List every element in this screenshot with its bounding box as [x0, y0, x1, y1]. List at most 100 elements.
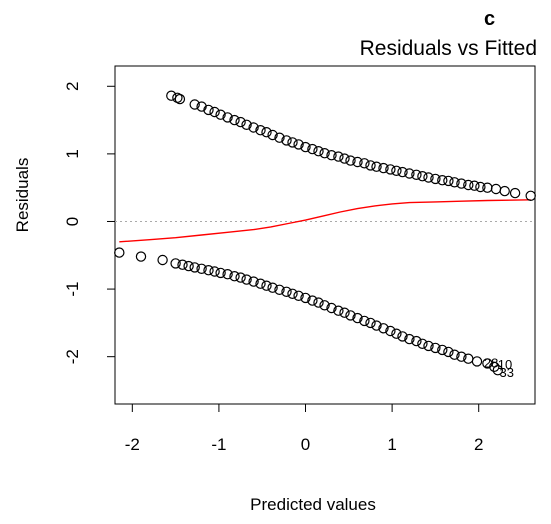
residual-point — [209, 106, 220, 118]
residual-point — [339, 153, 350, 164]
residual-point — [489, 361, 500, 372]
residual-point — [255, 124, 266, 136]
y-tick-label: -1 — [63, 282, 82, 297]
residual-point — [229, 271, 240, 282]
residual-point — [411, 169, 422, 180]
chart-title: Residuals vs Fitted — [360, 37, 537, 60]
residual-point — [352, 156, 363, 168]
residual-point — [313, 145, 324, 157]
residual-point — [274, 284, 285, 295]
residual-point — [287, 137, 298, 148]
residual-point — [229, 114, 240, 126]
x-tick-label: 2 — [474, 435, 483, 454]
x-tick-label: 1 — [387, 435, 396, 454]
point-id-label: 33 — [500, 365, 514, 380]
residual-point — [456, 351, 467, 362]
residual-point — [443, 175, 454, 187]
residual-point — [293, 139, 304, 150]
residual-point — [300, 292, 311, 304]
residual-point — [499, 185, 510, 197]
residual-point — [365, 317, 376, 329]
y-axis: -2 -1 0 1 2 — [63, 82, 115, 364]
residual-point — [333, 305, 344, 316]
residual-point — [183, 260, 194, 272]
residual-point — [359, 158, 370, 169]
residual-point — [166, 90, 177, 101]
residual-point — [509, 187, 521, 199]
residual-point — [267, 129, 278, 141]
residual-point — [345, 155, 356, 166]
residual-point — [352, 312, 363, 324]
residual-point — [423, 340, 434, 352]
residual-point — [319, 300, 330, 311]
smooth-fit-line — [119, 199, 531, 243]
residual-point — [274, 132, 285, 143]
residual-point — [267, 282, 278, 293]
y-tick-label: 1 — [63, 149, 82, 158]
residual-point — [333, 151, 344, 162]
residual-point — [248, 122, 259, 133]
residual-point — [307, 295, 318, 306]
residual-point — [281, 286, 292, 297]
residual-point — [196, 101, 207, 112]
residual-point — [449, 177, 460, 188]
residual-point — [189, 99, 200, 110]
residual-point — [135, 251, 147, 262]
residual-point — [492, 365, 503, 376]
residual-point — [209, 266, 220, 277]
x-tick-label: -2 — [125, 435, 140, 454]
residual-point — [371, 161, 382, 172]
x-tick-label: -1 — [211, 435, 226, 454]
residual-point — [437, 344, 448, 356]
residual-point — [248, 276, 259, 287]
residual-point — [339, 307, 350, 318]
residual-point — [235, 272, 246, 283]
x-axis-title: Predicted values — [250, 495, 376, 514]
residual-point — [157, 254, 168, 266]
residual-point — [463, 179, 474, 191]
residual-point — [397, 166, 408, 178]
residual-point — [490, 183, 502, 195]
residual-point — [241, 119, 252, 131]
residual-point — [475, 181, 486, 193]
residual-point — [385, 164, 396, 175]
residual-point — [235, 116, 246, 128]
residual-point — [281, 135, 292, 146]
plot-frame — [114, 65, 536, 405]
residual-point — [437, 174, 448, 186]
residual-point — [391, 165, 402, 176]
residual-point — [241, 274, 252, 285]
smooth-line-layer — [119, 199, 531, 243]
residual-point — [326, 149, 337, 161]
residual-point — [222, 269, 233, 280]
residual-point — [215, 109, 226, 120]
residual-point — [326, 302, 337, 314]
residual-point — [215, 267, 226, 279]
residual-point — [293, 290, 304, 301]
residual-point — [397, 331, 408, 342]
residual-point — [359, 315, 370, 327]
residual-point — [443, 346, 454, 358]
residual-point — [287, 288, 298, 299]
residual-point — [417, 338, 428, 349]
residual-point — [177, 259, 188, 270]
residual-point — [482, 358, 493, 369]
points-layer — [114, 90, 536, 376]
y-tick-label: 0 — [63, 217, 82, 226]
x-axis: -2 -1 0 1 2 — [125, 404, 483, 454]
y-tick-label: -2 — [63, 349, 82, 364]
residual-point — [261, 280, 272, 291]
residual-point — [411, 335, 422, 347]
residual-point — [189, 262, 200, 273]
residual-point — [471, 356, 483, 367]
residual-point — [482, 182, 493, 193]
y-axis-title: Residuals — [13, 158, 32, 233]
residual-point — [378, 162, 389, 174]
x-tick-label: 0 — [301, 435, 310, 454]
residual-point — [174, 93, 186, 105]
residual-point — [385, 325, 396, 337]
residual-point — [307, 143, 318, 155]
residual-point — [255, 278, 266, 289]
residual-point — [430, 173, 441, 185]
